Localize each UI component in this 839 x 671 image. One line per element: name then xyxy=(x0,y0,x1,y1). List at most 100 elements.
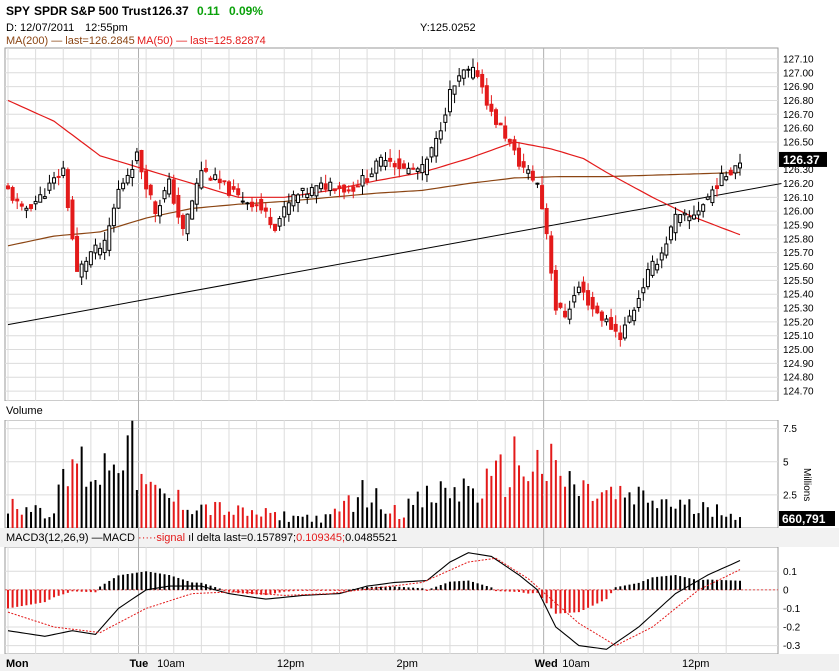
candle-body xyxy=(148,184,153,196)
volume-bar xyxy=(564,486,567,528)
volume-bar xyxy=(375,488,378,528)
volume-bar xyxy=(278,520,281,528)
macd-delta-bar xyxy=(513,589,516,592)
candle-body xyxy=(461,69,466,79)
candle-body xyxy=(733,165,738,174)
macd-delta-bar xyxy=(550,589,553,609)
volume-bar xyxy=(379,509,382,528)
macd-delta-bar xyxy=(324,589,327,591)
volume-bar xyxy=(729,513,732,528)
macd-delta-bar xyxy=(481,584,484,590)
volume-bar xyxy=(62,468,65,528)
candle-body xyxy=(724,176,729,181)
candle-body xyxy=(33,200,38,205)
macd-delta-bar xyxy=(158,573,161,590)
macd-delta-bar xyxy=(715,579,718,590)
macd-legend-macd: —MACD xyxy=(89,532,139,544)
volume-bar xyxy=(554,460,557,528)
macd-legend: MACD3(12,26,9) —MACD ·····signal ıl delt… xyxy=(6,532,397,544)
candle-body xyxy=(696,210,701,216)
volume-bar xyxy=(476,502,479,528)
candle-body xyxy=(208,177,213,181)
volume-bar xyxy=(393,505,396,528)
macd-legend-name: MACD3(12,26,9) xyxy=(6,532,89,544)
price-tick-label: 126.70 xyxy=(783,110,814,121)
macd-delta-bar xyxy=(545,589,548,604)
volume-bar xyxy=(430,502,433,528)
volume-bar xyxy=(628,492,631,528)
macd-tick-label: 0 xyxy=(783,585,789,596)
volume-bar xyxy=(117,473,120,528)
macd-delta-bar xyxy=(416,587,419,590)
volume-bar xyxy=(43,518,46,528)
candle-body xyxy=(549,235,554,274)
candle-body xyxy=(144,170,149,190)
macd-delta-bar xyxy=(605,589,608,600)
candle-body xyxy=(540,185,545,210)
macd-delta-bar xyxy=(297,589,300,591)
macd-delta-bar xyxy=(568,589,571,613)
price-tick-label: 125.00 xyxy=(783,345,814,356)
x-axis-label: 12pm xyxy=(682,658,710,670)
macd-delta-bar xyxy=(140,571,143,590)
macd-delta-bar xyxy=(223,589,226,591)
volume-bar xyxy=(269,512,272,528)
volume-bar xyxy=(706,507,709,528)
volume-bar xyxy=(577,496,580,528)
volume-bar xyxy=(274,512,277,528)
candle-body xyxy=(6,185,10,190)
candle-body xyxy=(121,182,126,190)
y-readout: Y:125.0252 xyxy=(420,22,476,34)
macd-delta-bar xyxy=(163,574,166,590)
volume-bar xyxy=(11,498,14,528)
macd-delta-bar xyxy=(412,587,415,590)
volume-bar xyxy=(158,488,161,528)
macd-delta-bar xyxy=(665,575,668,590)
last-price: 126.37 xyxy=(152,4,189,18)
candle-body xyxy=(38,194,43,203)
volume-bar xyxy=(610,486,613,528)
volume-bar xyxy=(462,478,465,528)
volume-bar xyxy=(122,470,125,528)
macd-delta-bar xyxy=(679,576,682,590)
volume-bar xyxy=(7,513,9,528)
macd-delta-bar xyxy=(536,589,539,593)
macd-delta-bar xyxy=(697,580,700,590)
volume-bar xyxy=(545,481,548,528)
macd-last-signal: 0.109345; xyxy=(296,532,345,544)
candle-body xyxy=(346,189,351,192)
macd-y-ticks: 0.1 0 -0.1 -0.2 -0.3 xyxy=(783,567,801,652)
volume-bar xyxy=(591,500,594,528)
macd-delta-bar xyxy=(34,589,37,604)
candle-body xyxy=(226,181,231,196)
volume-bar xyxy=(573,484,576,528)
x-axis-label: Tue xyxy=(130,658,149,670)
candle-body xyxy=(401,163,406,169)
volume-bar xyxy=(669,506,672,528)
price-tick-label: 126.80 xyxy=(783,96,814,107)
macd-delta-bar xyxy=(338,589,341,591)
macd-delta-bar xyxy=(209,585,212,590)
volume-bar xyxy=(637,486,640,528)
volume-bar xyxy=(416,491,419,528)
volume-header-strip xyxy=(0,401,839,420)
candle-body xyxy=(687,216,692,222)
volume-bar xyxy=(467,486,470,528)
candle-body xyxy=(572,295,577,303)
price-tick-label: 125.60 xyxy=(783,262,814,273)
volume-bar xyxy=(660,499,663,528)
volume-y-ticks: 7.5 5 2.5 xyxy=(783,424,797,501)
candle-body xyxy=(544,208,549,235)
macd-delta-bar xyxy=(407,587,410,590)
macd-delta-bar xyxy=(117,575,120,590)
macd-delta-bar xyxy=(292,589,295,592)
candle-body xyxy=(627,315,632,323)
candle-body xyxy=(420,164,425,174)
price-tick-label: 125.50 xyxy=(783,276,814,287)
volume-bar xyxy=(370,502,373,528)
macd-delta-bar xyxy=(361,587,364,590)
macd-delta-bar xyxy=(573,589,576,613)
price-tick-label: 124.80 xyxy=(783,373,814,384)
candle-body xyxy=(61,167,66,176)
volume-bar xyxy=(453,487,456,528)
